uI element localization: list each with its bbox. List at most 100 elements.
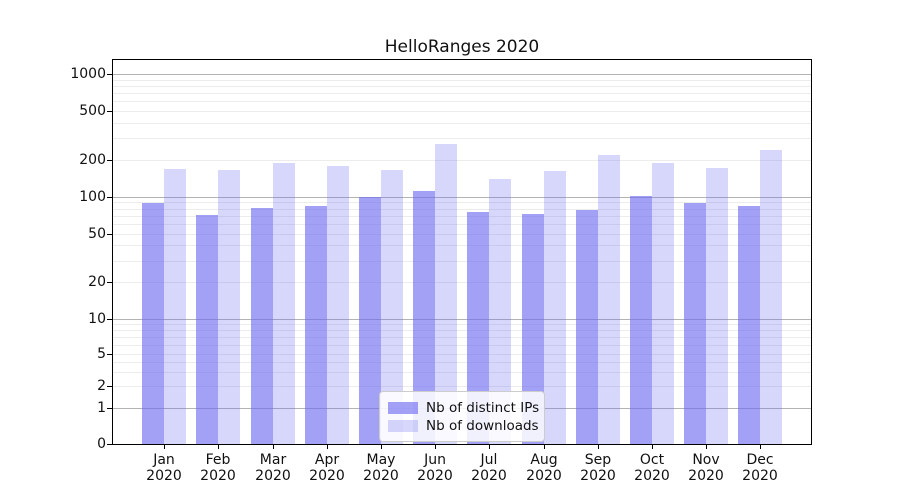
bar-downloads xyxy=(164,169,186,444)
x-tick-label: Sep 2020 xyxy=(580,452,616,484)
y-tick xyxy=(107,354,112,355)
y-tick xyxy=(107,74,112,75)
y-gridline-minor xyxy=(113,324,811,325)
x-tick xyxy=(327,445,328,449)
y-gridline-minor xyxy=(113,80,811,81)
x-tick-label: May 2020 xyxy=(363,452,399,484)
y-tick xyxy=(107,319,112,320)
bar-distinct-ips xyxy=(738,206,760,444)
y-gridline-minor xyxy=(113,261,811,262)
legend-item-distinct-ips: Nb of distinct IPs xyxy=(388,399,539,416)
y-tick xyxy=(107,197,112,198)
y-gridline-minor xyxy=(113,345,811,346)
x-tick-label: Nov 2020 xyxy=(688,452,724,484)
bar-downloads xyxy=(381,170,403,444)
y-gridline-major xyxy=(113,197,811,198)
y-tick xyxy=(107,160,112,161)
bar-distinct-ips xyxy=(467,212,489,444)
bar-distinct-ips xyxy=(522,214,544,444)
x-tick-label: Feb 2020 xyxy=(200,452,236,484)
x-tick-label: Jun 2020 xyxy=(417,452,453,484)
x-tick-label: Jul 2020 xyxy=(471,452,507,484)
legend-label-downloads: Nb of downloads xyxy=(426,417,539,434)
y-gridline-minor xyxy=(113,282,811,283)
y-tick-label: 200 xyxy=(79,152,106,168)
y-tick-label: 50 xyxy=(88,226,106,242)
x-tick xyxy=(164,445,165,449)
y-gridline-minor xyxy=(113,101,811,102)
y-gridline-major xyxy=(113,319,811,320)
x-tick xyxy=(489,445,490,449)
y-gridline-minor xyxy=(113,354,811,355)
x-tick xyxy=(218,445,219,449)
y-gridline-minor xyxy=(113,93,811,94)
x-tick xyxy=(273,445,274,449)
legend-swatch-downloads xyxy=(388,419,418,432)
bar-downloads xyxy=(652,163,674,444)
bar-downloads xyxy=(435,144,457,444)
bar-downloads xyxy=(218,170,240,444)
bar-downloads xyxy=(273,163,295,444)
y-tick-label: 1000 xyxy=(70,66,106,82)
y-gridline-minor xyxy=(113,224,811,225)
y-gridline-minor xyxy=(113,337,811,338)
bar-downloads xyxy=(706,168,728,444)
y-gridline-minor xyxy=(113,234,811,235)
legend: Nb of distinct IPs Nb of downloads xyxy=(379,391,545,442)
plot-area: Nb of distinct IPs Nb of downloads xyxy=(112,59,812,445)
y-gridline-minor xyxy=(113,330,811,331)
y-tick xyxy=(107,234,112,235)
bar-downloads xyxy=(760,150,782,444)
legend-swatch-distinct-ips xyxy=(388,401,418,414)
bar-downloads xyxy=(598,155,620,444)
y-gridline-minor xyxy=(113,209,811,210)
bar-distinct-ips xyxy=(305,206,327,444)
y-gridline-minor xyxy=(113,202,811,203)
x-tick xyxy=(435,445,436,449)
bar-distinct-ips xyxy=(630,196,652,444)
x-tick-label: Aug 2020 xyxy=(526,452,562,484)
y-tick-label: 2 xyxy=(97,378,106,394)
x-tick-label: Jan 2020 xyxy=(146,452,182,484)
y-gridline-minor xyxy=(113,123,811,124)
y-gridline-minor xyxy=(113,372,811,373)
x-tick-label: Oct 2020 xyxy=(634,452,670,484)
y-tick xyxy=(107,444,112,445)
bar-downloads xyxy=(544,171,566,444)
y-gridline-minor xyxy=(113,245,811,246)
x-tick-label: Dec 2020 xyxy=(742,452,778,484)
y-tick-label: 20 xyxy=(88,274,106,290)
bar-distinct-ips xyxy=(684,203,706,444)
x-tick-label: Mar 2020 xyxy=(255,452,291,484)
y-tick xyxy=(107,111,112,112)
y-gridline-minor xyxy=(113,111,811,112)
bar-distinct-ips xyxy=(196,215,218,444)
chart-title: HelloRanges 2020 xyxy=(384,37,540,57)
bar-distinct-ips xyxy=(413,191,435,444)
x-tick xyxy=(381,445,382,449)
y-tick-label: 5 xyxy=(97,346,106,362)
y-tick-label: 10 xyxy=(88,311,106,327)
x-tick-label: Apr 2020 xyxy=(309,452,345,484)
x-tick xyxy=(652,445,653,449)
y-gridline-minor xyxy=(113,138,811,139)
y-gridline-minor xyxy=(113,86,811,87)
bar-distinct-ips xyxy=(359,197,381,444)
y-gridline-minor xyxy=(113,362,811,363)
legend-label-distinct-ips: Nb of distinct IPs xyxy=(426,399,540,416)
bar-distinct-ips xyxy=(142,203,164,444)
legend-item-downloads: Nb of downloads xyxy=(388,417,539,434)
y-tick xyxy=(107,386,112,387)
y-tick-label: 100 xyxy=(79,189,106,205)
y-gridline-minor xyxy=(113,216,811,217)
y-tick xyxy=(107,282,112,283)
x-tick xyxy=(760,445,761,449)
y-tick-label: 500 xyxy=(79,103,106,119)
x-tick xyxy=(706,445,707,449)
y-gridline-minor xyxy=(113,386,811,387)
bar-distinct-ips xyxy=(576,210,598,444)
x-tick xyxy=(598,445,599,449)
y-gridline-major xyxy=(113,74,811,75)
bar-downloads xyxy=(489,179,511,444)
